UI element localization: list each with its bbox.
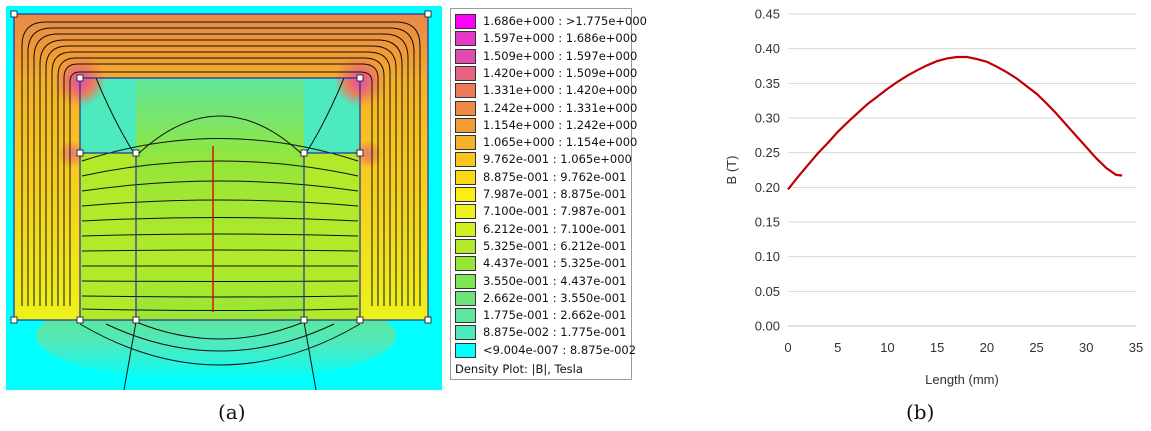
legend-swatch <box>455 83 476 99</box>
legend-swatch <box>455 204 476 220</box>
x-tick-labels: 0 5 10 15 20 25 30 35 <box>784 340 1143 355</box>
legend-entry: 9.762e-001 : 1.065e+000 <box>455 151 632 168</box>
legend-swatch <box>455 100 476 116</box>
legend-label: 6.212e-001 : 7.100e-001 <box>483 221 627 236</box>
legend-swatch <box>455 308 476 324</box>
x-tick-label: 15 <box>930 340 944 355</box>
legend-entry: 8.875e-002 : 1.775e-001 <box>455 324 629 341</box>
legend-label: 9.762e-001 : 1.065e+000 <box>483 152 632 167</box>
legend-label: 1.775e-001 : 2.662e-001 <box>483 308 627 323</box>
legend-label: 5.325e-001 : 6.212e-001 <box>483 238 627 253</box>
legend-entry: <9.004e-007 : 8.875e-002 <box>455 342 636 358</box>
legend-swatch <box>455 14 476 29</box>
y-tick-label: 0.35 <box>755 76 780 91</box>
legend-label: 1.331e+000 : 1.420e+000 <box>483 83 638 98</box>
legend-label: <9.004e-007 : 8.875e-002 <box>483 342 637 357</box>
legend-entry: 1.331e+000 : 1.420e+000 <box>455 82 637 99</box>
x-tick-label: 10 <box>880 340 894 355</box>
fem-density-plot <box>6 6 442 390</box>
grid-lines <box>788 13 1136 327</box>
legend-label: 1.065e+000 : 1.154e+000 <box>483 135 638 150</box>
legend-swatch <box>455 152 476 168</box>
legend-label: 1.154e+000 : 1.242e+000 <box>483 117 638 132</box>
legend-entry: 1.420e+000 : 1.509e+000 <box>455 65 637 81</box>
legend-swatch <box>455 135 476 151</box>
x-tick-label: 20 <box>980 340 994 355</box>
legend-label: 2.662e-001 : 3.550e-001 <box>483 290 627 305</box>
legend-label: 8.875e-002 : 1.775e-001 <box>483 325 627 340</box>
legend-swatch <box>455 117 476 133</box>
legend-label: 1.686e+000 : >1.775e+000 <box>483 14 647 28</box>
line-chart: 0.00 0.05 0.10 0.15 0.20 0.25 0.30 0.35 0.40 0.45… <box>724 7 1143 388</box>
panel-label-a: (a) <box>218 400 246 424</box>
legend-swatch <box>455 169 476 185</box>
y-tick-label: 0.20 <box>755 180 780 195</box>
x-axis-title: Length (mm) <box>925 372 999 387</box>
x-tick-label: 5 <box>834 340 841 355</box>
legend-entry: 4.437e-001 : 5.325e-001 <box>455 255 629 272</box>
legend-swatch <box>455 187 476 202</box>
legend-label: 3.550e-001 : 4.437e-001 <box>483 273 627 288</box>
legend-entry: 5.325e-001 : 6.212e-001 <box>455 238 629 254</box>
legend-swatch <box>455 342 476 358</box>
legend-entry: 2.662e-001 : 3.550e-001 <box>455 290 629 306</box>
y-tick-label: 0.25 <box>755 145 780 160</box>
y-tick-label: 0.10 <box>755 249 780 264</box>
legend-entry: 1.242e+000 : 1.331e+000 <box>455 100 637 116</box>
legend-entry: 1.154e+000 : 1.242e+000 <box>455 117 637 133</box>
density-legend: 1.686e+000 : >1.775e+000 1.597e+000 : 1.6… <box>450 8 647 380</box>
legend-entry: 1.065e+000 : 1.154e+000 <box>455 134 637 151</box>
legend-label: 1.509e+000 : 1.597e+000 <box>483 48 638 63</box>
legend-entry: 1.686e+000 : >1.775e+000 <box>455 13 647 29</box>
legend-label: 7.100e-001 : 7.987e-001 <box>483 204 627 219</box>
legend-entry: 8.875e-001 : 9.762e-001 <box>455 169 629 185</box>
legend-entry: 7.100e-001 : 7.987e-001 <box>455 203 629 220</box>
x-tick-label: 35 <box>1129 340 1143 355</box>
x-tick-label: 0 <box>784 340 791 355</box>
y-tick-label: 0.15 <box>755 215 780 230</box>
x-tick-label: 25 <box>1029 340 1043 355</box>
series-line-b <box>787 55 1123 191</box>
legend-label: 8.875e-001 : 9.762e-001 <box>483 169 627 184</box>
y-axis-title: B (T) <box>724 156 739 185</box>
y-tick-label: 0.05 <box>755 284 780 299</box>
legend-swatch <box>455 290 476 306</box>
y-tick-label: 0.00 <box>755 319 780 334</box>
legend-swatch <box>455 31 476 47</box>
legend-label: 1.597e+000 : 1.686e+000 <box>483 31 638 46</box>
y-tick-label: 0.30 <box>755 111 780 126</box>
legend-swatch <box>455 65 476 81</box>
legend-entry: 7.987e-001 : 8.875e-001 <box>455 186 629 202</box>
panel-label-b: (b) <box>906 400 935 424</box>
legend-swatch <box>455 221 476 237</box>
legend-swatch <box>455 256 476 272</box>
legend-entry: 1.509e+000 : 1.597e+000 <box>455 48 637 64</box>
legend-swatch <box>455 238 476 254</box>
legend-swatch <box>455 325 476 341</box>
x-tick-label: 30 <box>1079 340 1093 355</box>
legend-swatch <box>455 48 476 64</box>
legend-entry: 1.597e+000 : 1.686e+000 <box>455 30 637 47</box>
legend-entry: 6.212e-001 : 7.100e-001 <box>455 221 629 237</box>
legend-label: 4.437e-001 : 5.325e-001 <box>483 256 627 271</box>
legend-caption: Density Plot: |B|, Tesla <box>455 362 583 376</box>
legend-label: 1.242e+000 : 1.331e+000 <box>483 100 638 115</box>
y-tick-label: 0.40 <box>755 41 780 56</box>
legend-entry: 3.550e-001 : 4.437e-001 <box>455 273 629 289</box>
legend-entry: 1.775e-001 : 2.662e-001 <box>455 307 629 324</box>
legend-label: 7.987e-001 : 8.875e-001 <box>483 187 627 201</box>
legend-label: 1.420e+000 : 1.509e+000 <box>483 65 638 80</box>
y-tick-label: 0.45 <box>755 7 780 22</box>
y-tick-labels: 0.00 0.05 0.10 0.15 0.20 0.25 0.30 0.35 0.40 0.45 <box>755 7 780 334</box>
legend-swatch <box>455 273 476 289</box>
